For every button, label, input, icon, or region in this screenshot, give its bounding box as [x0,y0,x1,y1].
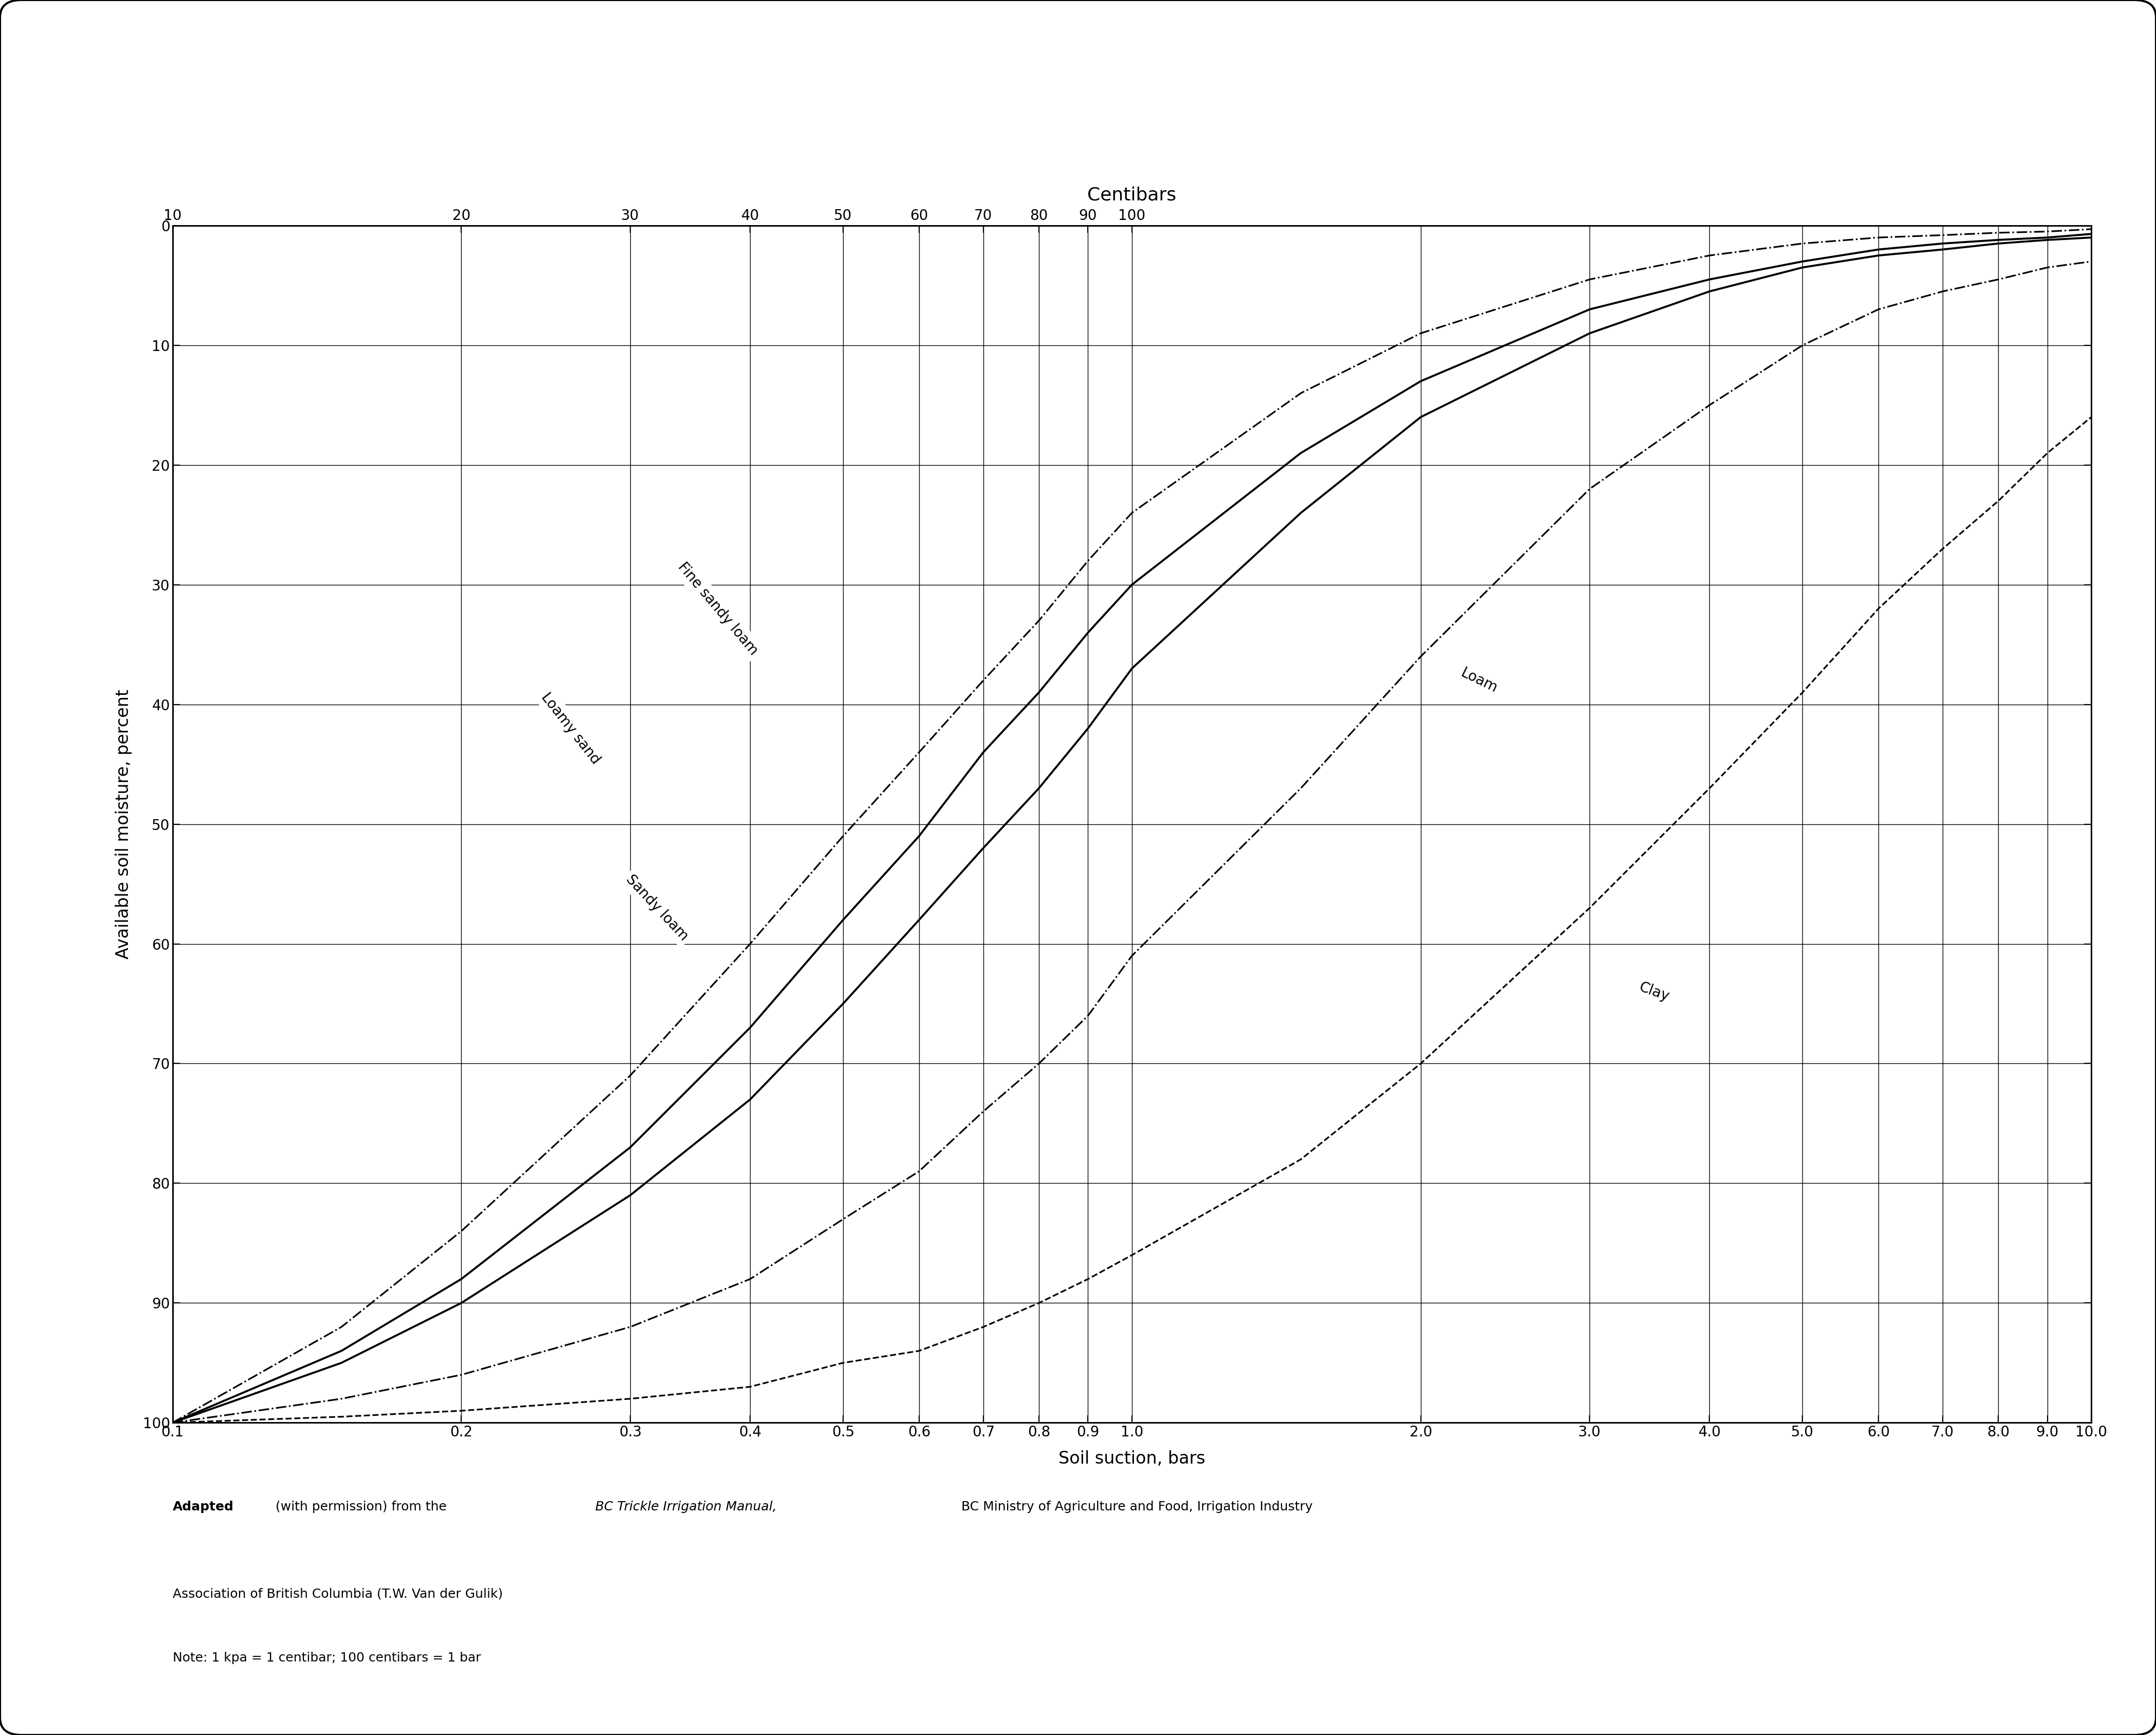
Text: Clay: Clay [1636,980,1671,1005]
Text: Loamy sand: Loamy sand [539,691,604,767]
Text: BC Trickle Irrigation Manual,: BC Trickle Irrigation Manual, [595,1501,776,1513]
Text: (with permission) from the: (with permission) from the [272,1501,451,1513]
Text: Sandy loam: Sandy loam [623,873,692,944]
Text: Loam: Loam [1457,666,1501,696]
Text: Association of British Columbia (T.W. Van der Gulik): Association of British Columbia (T.W. Va… [172,1588,502,1600]
X-axis label: Centibars: Centibars [1087,186,1177,203]
Text: Fine sandy loam: Fine sandy loam [675,559,761,658]
Text: BC Ministry of Agriculture and Food, Irrigation Industry: BC Ministry of Agriculture and Food, Irr… [957,1501,1313,1513]
X-axis label: Soil suction, bars: Soil suction, bars [1059,1450,1205,1468]
Text: Note: 1 kpa = 1 centibar; 100 centibars = 1 bar: Note: 1 kpa = 1 centibar; 100 centibars … [172,1652,481,1664]
Y-axis label: Available soil moisture, percent: Available soil moisture, percent [114,689,132,959]
Text: Adapted: Adapted [172,1501,233,1513]
